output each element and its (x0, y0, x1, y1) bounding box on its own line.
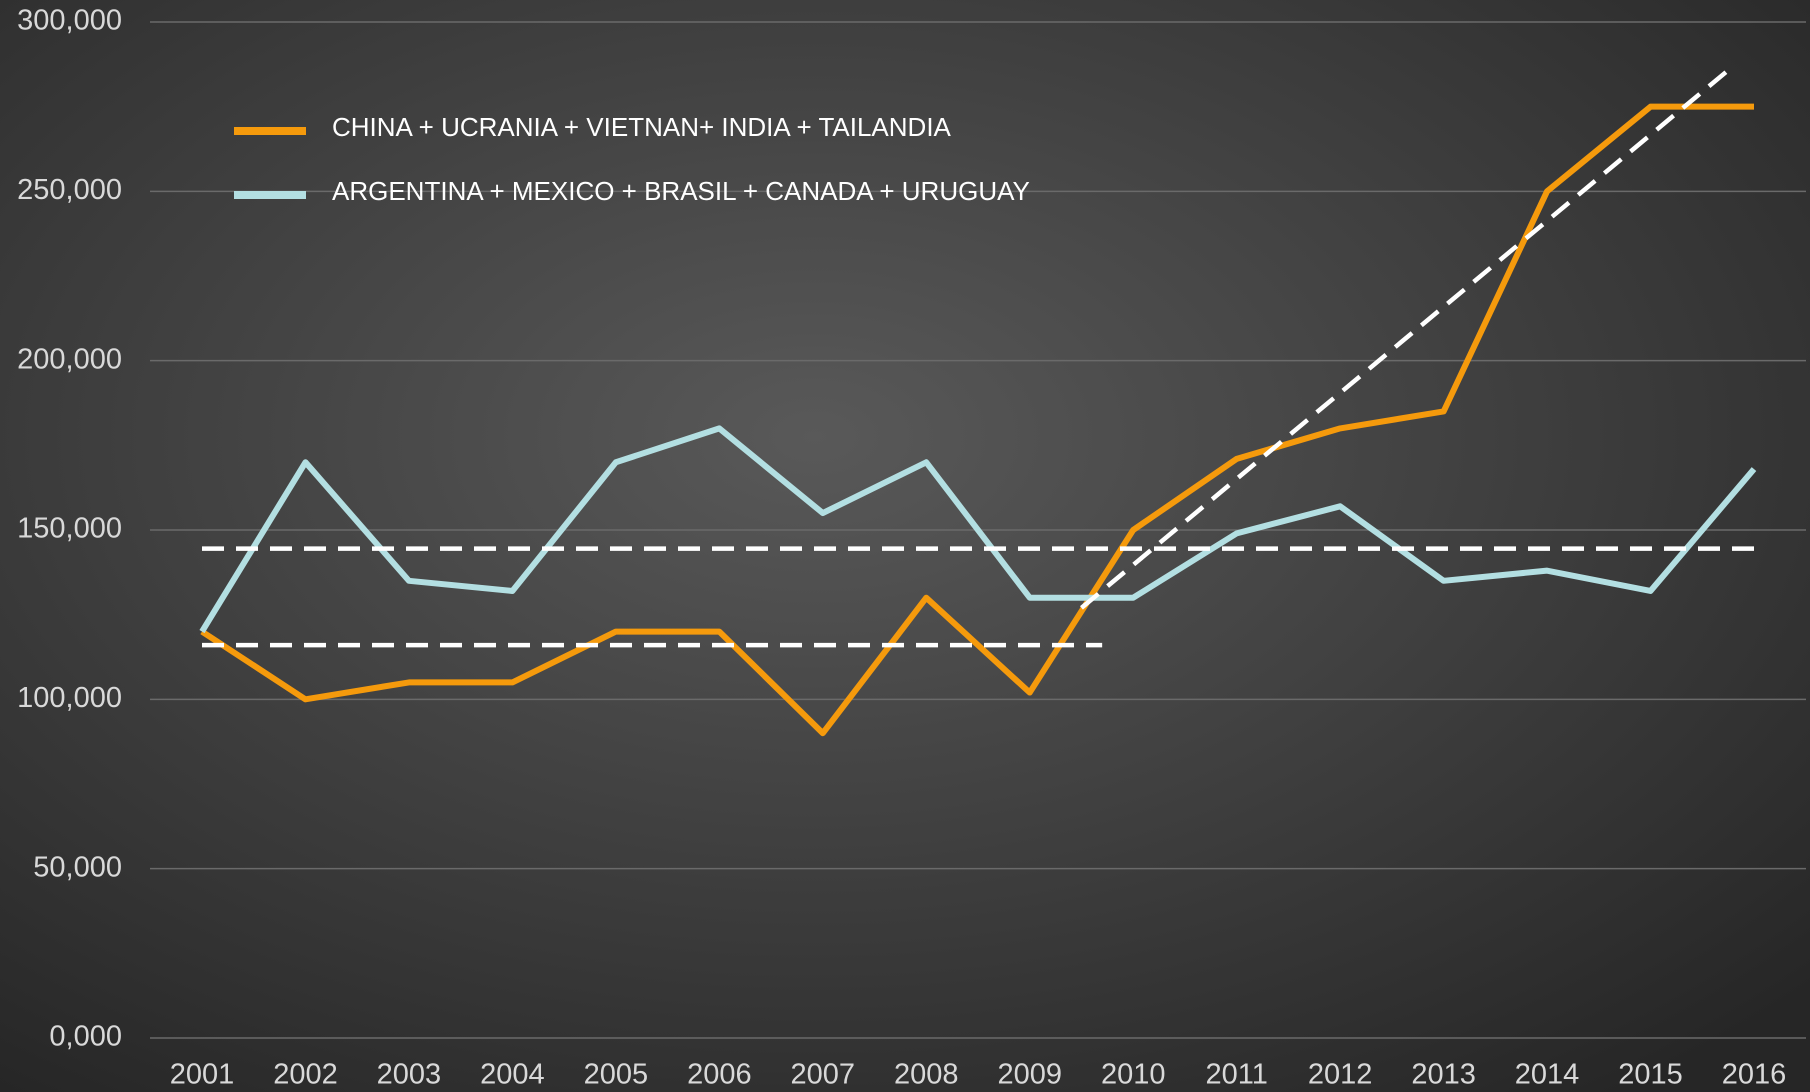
y-tick-label: 200,000 (17, 343, 122, 375)
x-tick-label: 2003 (377, 1059, 442, 1091)
x-tick-label: 2016 (1722, 1059, 1787, 1091)
y-tick-label: 0,000 (49, 1021, 122, 1053)
x-tick-label: 2004 (480, 1059, 545, 1091)
x-tick-label: 2012 (1308, 1059, 1373, 1091)
x-tick-label: 2013 (1411, 1059, 1476, 1091)
y-tick-label: 250,000 (17, 174, 122, 206)
y-tick-label: 300,000 (17, 5, 122, 37)
x-tick-label: 2006 (687, 1059, 752, 1091)
x-tick-label: 2011 (1205, 1059, 1267, 1091)
x-tick-label: 2002 (273, 1059, 338, 1091)
y-tick-label: 150,000 (17, 513, 122, 545)
series-line (200, 103, 1754, 737)
x-tick-label: 2007 (791, 1059, 856, 1091)
legend-label: ARGENTINA + MEXICO + BRASIL + CANADA + U… (332, 176, 1030, 206)
x-tick-label: 2014 (1515, 1059, 1580, 1091)
x-tick-label: 2001 (170, 1059, 235, 1091)
series-line (199, 425, 1757, 634)
legend-label: CHINA + UCRANIA + VIETNAN+ INDIA + TAILA… (332, 112, 952, 142)
x-tick-label: 2015 (1618, 1059, 1683, 1091)
x-tick-label: 2010 (1101, 1059, 1166, 1091)
trend-line (1080, 64, 1735, 610)
y-tick-label: 50,000 (33, 851, 122, 883)
y-tick-label: 100,000 (17, 682, 122, 714)
x-tick-label: 2005 (584, 1059, 649, 1091)
x-tick-label: 2009 (997, 1059, 1062, 1091)
x-tick-label: 2008 (894, 1059, 959, 1091)
